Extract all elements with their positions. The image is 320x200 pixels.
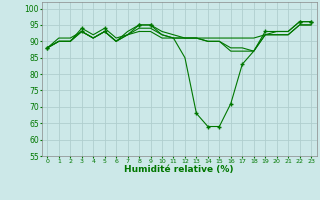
- X-axis label: Humidité relative (%): Humidité relative (%): [124, 165, 234, 174]
